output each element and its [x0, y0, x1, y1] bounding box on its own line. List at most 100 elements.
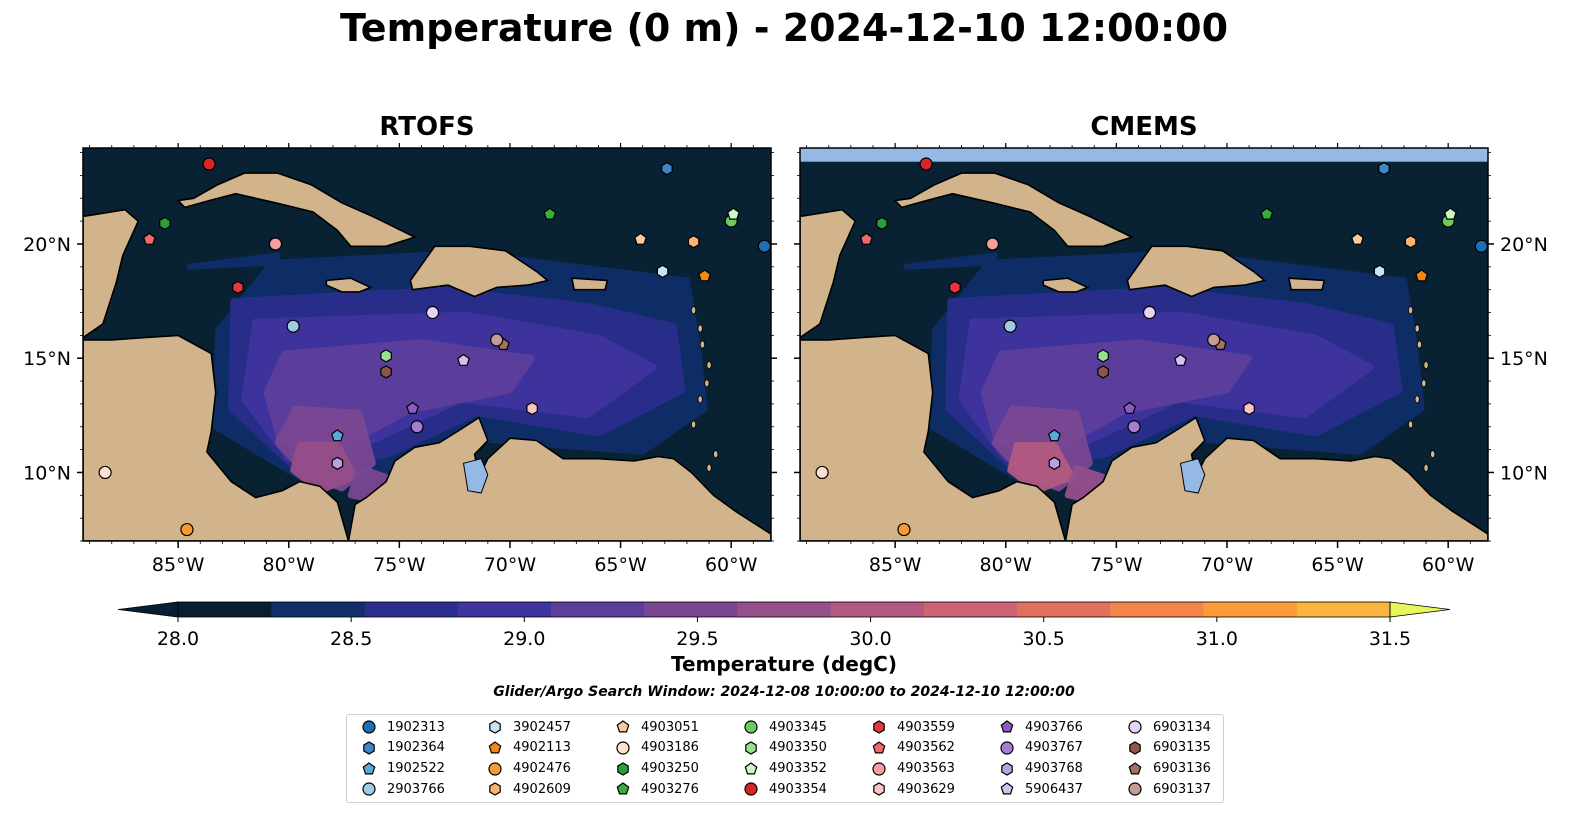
- legend-6903135-marker: [1129, 741, 1141, 755]
- land-jamaica: [1042, 277, 1090, 293]
- legend-marker-icon: [616, 782, 630, 795]
- colorbar-segment-8: [923, 602, 1018, 617]
- legend-item: 4903350: [743, 738, 827, 758]
- platform-4903767-marker: [1127, 420, 1141, 434]
- x-tick-label: 80°W: [263, 554, 316, 576]
- colorbar-tick-label: 31.5: [1369, 628, 1411, 650]
- legend-marker-icon: [489, 782, 501, 797]
- temperature-band-5: [290, 442, 359, 494]
- x-tick-label: 65°W: [1311, 554, 1364, 576]
- legend-label: 4902476: [513, 761, 571, 777]
- legend-label: 4903559: [897, 719, 955, 735]
- platform-1902364-marker: [1378, 161, 1390, 176]
- legend-label: 4903563: [897, 761, 955, 777]
- platform-6903137-marker: [1207, 333, 1221, 347]
- legend-marker-icon: [488, 741, 502, 754]
- island-0: [690, 306, 697, 315]
- platform-5906437-marker: [1174, 353, 1187, 366]
- legend-item: 4903354: [743, 779, 827, 799]
- platform-4903276-marker: [1260, 207, 1274, 220]
- legend-marker-icon: [872, 761, 886, 776]
- legend-item: 4903051: [615, 717, 699, 737]
- legend-item: 6903136: [1127, 759, 1211, 779]
- legend-6903134-marker: [1128, 720, 1142, 734]
- platform-6903134-marker: [425, 305, 440, 320]
- figure-title: Temperature (0 m) - 2024-12-10 12:00:00: [339, 6, 1229, 50]
- legend-label: 6903134: [1153, 719, 1211, 735]
- platform-4903250-marker: [159, 216, 171, 231]
- legend-3902457-marker: [489, 720, 501, 734]
- platform-4903051-marker: [1351, 232, 1364, 245]
- island-3: [706, 361, 712, 370]
- y-tick-label-right: 10°N: [1500, 462, 1548, 484]
- land-yucatan: [83, 208, 140, 339]
- legend-label: 4903345: [769, 719, 827, 735]
- platform-4902476-marker: [897, 522, 911, 537]
- platform-4903354-marker: [202, 157, 216, 171]
- legend-item: 4903767: [999, 738, 1083, 758]
- y-tick-label: 10°N: [23, 462, 71, 484]
- island-0: [1407, 306, 1414, 315]
- legend-marker-icon: [489, 720, 501, 734]
- x-tick-label: 75°W: [373, 554, 426, 576]
- platform-4903768-marker: [1048, 456, 1061, 470]
- platform-1902522-marker: [1047, 429, 1061, 442]
- platform-4903186-marker: [98, 465, 112, 480]
- platform-4903051-marker: [634, 232, 647, 245]
- legend-item: 1902522: [361, 759, 445, 779]
- legend-marker-icon: [362, 761, 376, 775]
- platform-4903276-marker: [543, 207, 557, 220]
- island-4: [1421, 379, 1427, 388]
- x-tick-label: 65°W: [594, 554, 647, 576]
- island-1: [697, 324, 703, 333]
- legend-item: 4903629: [871, 779, 955, 799]
- x-tick-label: 85°W: [152, 554, 205, 576]
- legend-1902364-marker: [363, 741, 375, 755]
- legend-marker-icon: [872, 741, 886, 754]
- legend-marker-icon: [745, 741, 757, 755]
- legend-item: 4903559: [871, 717, 955, 737]
- legend-label: 2903766: [387, 781, 445, 797]
- legend-4903766-marker: [1000, 720, 1014, 733]
- colorbar-tick-label: 31.0: [1196, 628, 1238, 650]
- legend-label: 4903352: [769, 761, 827, 777]
- platform-4903350-marker: [1097, 349, 1109, 363]
- legend-item: 1902313: [361, 717, 445, 737]
- legend-label: 4902113: [513, 740, 571, 756]
- platform-4903563-marker: [268, 237, 283, 251]
- legend-marker-icon: [873, 782, 885, 797]
- legend-item: 1902364: [361, 738, 445, 758]
- legend-item: 4903276: [615, 779, 699, 799]
- platform-points-rtofs: [98, 157, 771, 537]
- legend-label: 4903767: [1025, 740, 1083, 756]
- colorbar-segment-1: [271, 602, 365, 617]
- legend-marker-icon: [1000, 720, 1014, 733]
- platform-4902113-marker: [698, 269, 712, 282]
- island-4: [704, 379, 710, 388]
- legend-label: 4903766: [1025, 719, 1083, 735]
- platform-4903186-marker: [815, 465, 829, 480]
- platform-4903768-marker: [331, 456, 344, 470]
- legend-4903186-marker: [616, 741, 630, 755]
- platform-4902476-marker: [180, 522, 194, 537]
- legend-item: 4903186: [615, 738, 699, 758]
- map-panel-cmems: [800, 148, 1488, 541]
- legend-item: 6903137: [1127, 779, 1211, 799]
- legend-marker-icon: [1129, 741, 1141, 755]
- colorbar-frame: [177, 601, 1391, 618]
- colorbar-extend-low: [117, 601, 179, 618]
- platform-legend: 1902313 1902364 1902522 2903766 3902457 49021…: [346, 714, 1224, 803]
- legend-4903250-marker: [617, 761, 629, 776]
- colorbar-tick-label: 28.5: [330, 628, 372, 650]
- legend-item: 5906437: [999, 779, 1083, 799]
- y-tick-label-right: 15°N: [1500, 348, 1548, 370]
- panel-title-cmems: CMEMS: [1090, 112, 1198, 142]
- legend-4903276-marker: [616, 782, 630, 795]
- legend-label: 1902364: [387, 740, 445, 756]
- y-tick-label: 20°N: [23, 234, 71, 256]
- legend-4903559-marker: [873, 720, 885, 734]
- land-hispaniola: [1126, 245, 1267, 298]
- colorbar-extend-high: [1389, 601, 1451, 618]
- platform-4903559-marker: [232, 280, 244, 295]
